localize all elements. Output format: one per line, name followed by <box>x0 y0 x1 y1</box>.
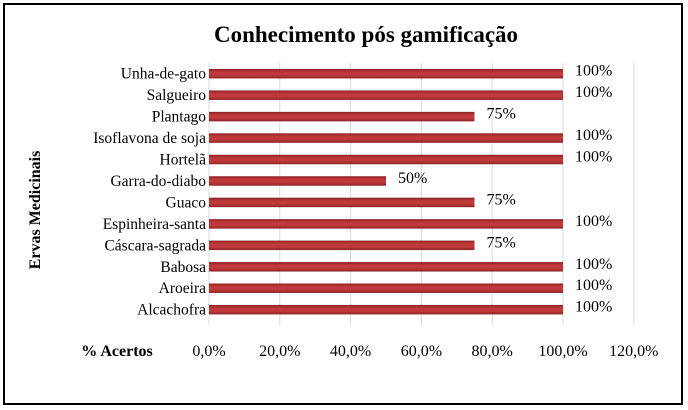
category-label: Isoflavona de soja <box>93 130 206 147</box>
category-label: Aroeira <box>159 280 206 297</box>
category-label: Unha-de-gato <box>121 66 206 83</box>
bar <box>209 283 563 293</box>
x-tick-label: 40,0% <box>330 343 371 360</box>
bar <box>209 68 563 79</box>
data-label: 100% <box>575 299 612 316</box>
category-label: Hortelã <box>160 152 207 169</box>
bar <box>209 176 386 186</box>
bars <box>209 68 563 315</box>
chart-title: Conhecimento pós gamificação <box>214 22 518 47</box>
bar <box>209 154 563 165</box>
data-label: 50% <box>398 170 427 187</box>
x-tick-label: 120,0% <box>609 343 658 360</box>
category-label: Salgueiro <box>147 87 207 104</box>
bar <box>209 197 475 208</box>
category-label: Plantago <box>152 109 206 126</box>
data-label: 100% <box>575 63 612 80</box>
x-tick-label: 0,0% <box>192 343 225 360</box>
grid-lines <box>208 63 635 325</box>
data-label: 100% <box>575 84 612 101</box>
bar <box>209 90 563 100</box>
y-axis-label: Ervas Medicinais <box>27 151 44 270</box>
x-tick-label: 80,0% <box>472 343 513 360</box>
x-tick-label: 100,0% <box>538 343 587 360</box>
x-tick-label: 60,0% <box>401 343 442 360</box>
data-label: 75% <box>487 106 516 123</box>
category-label: Cáscara-sagrada <box>104 237 206 254</box>
category-label: Alcachofra <box>137 302 206 319</box>
bar <box>209 219 563 229</box>
category-label: Guaco <box>166 194 207 211</box>
data-label: 100% <box>575 277 612 294</box>
data-label: 100% <box>575 149 612 166</box>
bar <box>209 133 563 143</box>
category-label: Garra-do-diabo <box>110 173 206 190</box>
bar <box>209 240 475 251</box>
bar <box>209 111 475 122</box>
data-label: 100% <box>575 213 612 230</box>
x-tick-label: 20,0% <box>259 343 300 360</box>
bar <box>209 262 563 272</box>
category-label: Babosa <box>160 259 206 276</box>
category-label: Espinheira-santa <box>103 216 206 233</box>
data-label: 100% <box>575 127 612 144</box>
x-axis-label: % Acertos <box>81 343 153 360</box>
bar <box>209 304 563 315</box>
data-label: 100% <box>575 256 612 273</box>
data-label: 75% <box>487 191 516 208</box>
labels: 0,0% 20,0% 40,0% 60,0% 80,0% 100,0% 120,0% Unha… <box>93 63 658 360</box>
data-label: 75% <box>487 234 516 251</box>
